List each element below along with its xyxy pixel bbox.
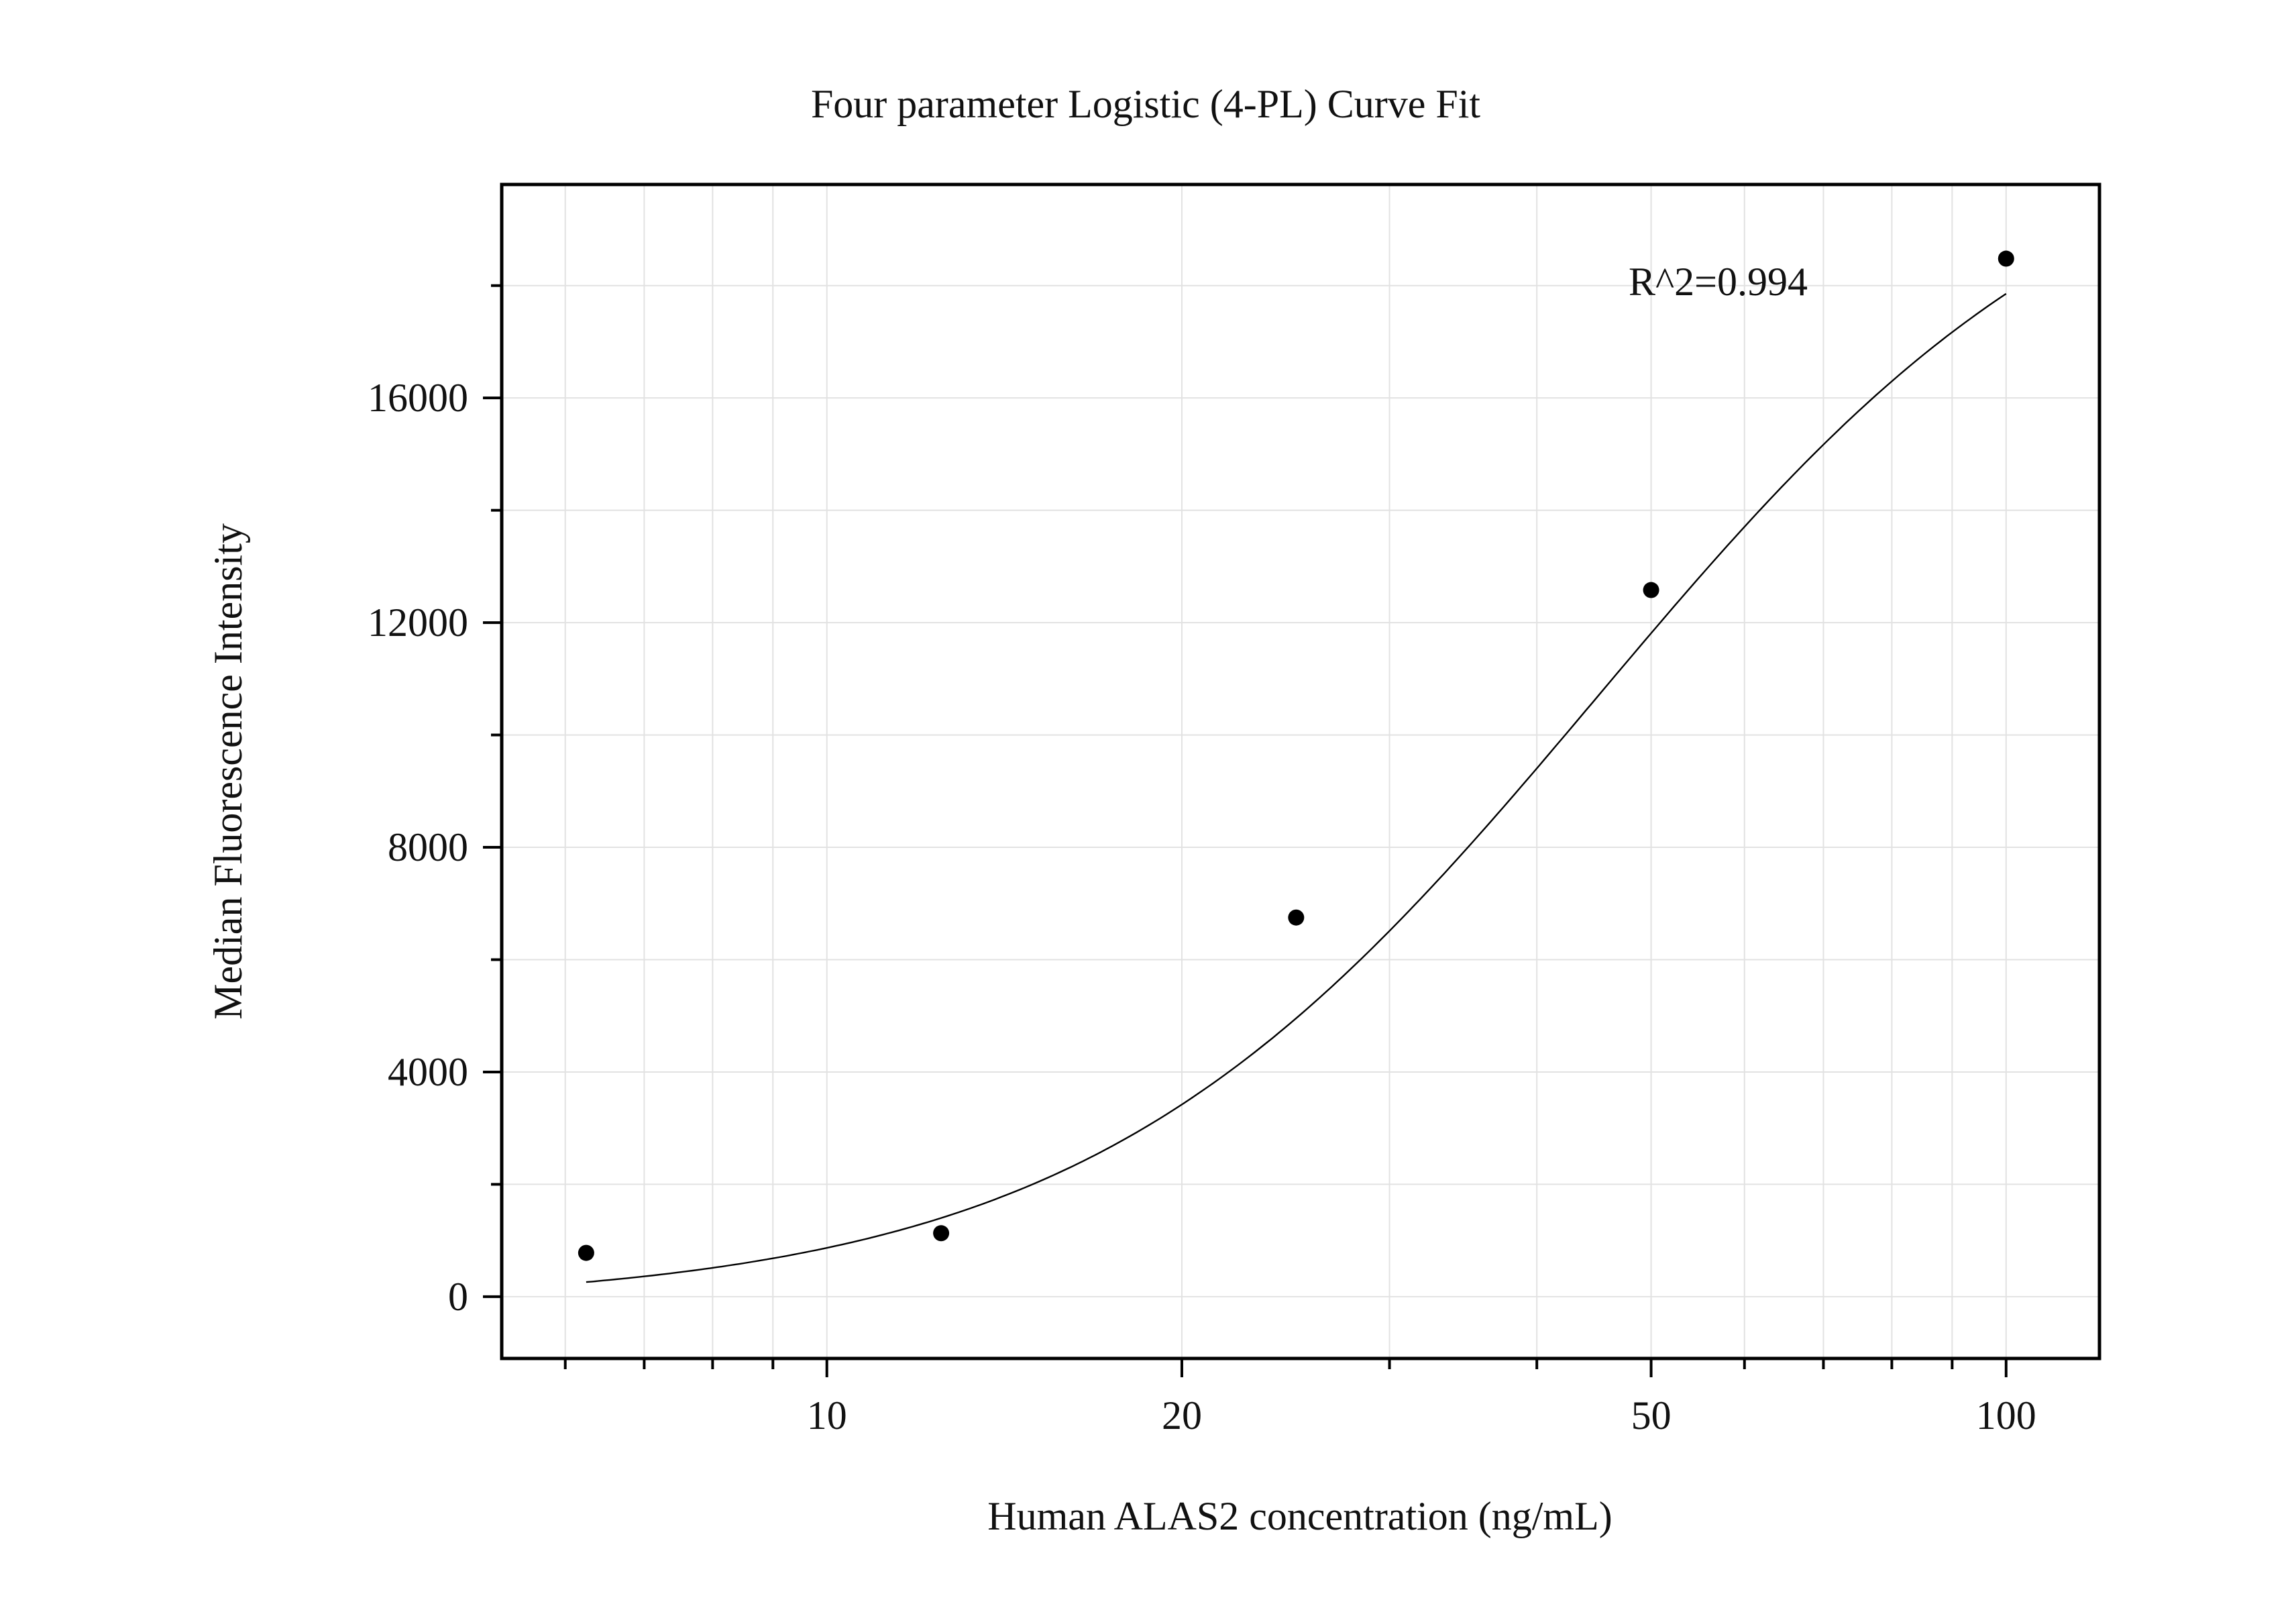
plot-frame	[500, 182, 2101, 1360]
data-point	[1643, 582, 1659, 598]
x-tick-label: 10	[807, 1393, 847, 1438]
data-point	[933, 1225, 950, 1242]
x-tick-label: 50	[1631, 1393, 1672, 1438]
chart-title: Four parameter Logistic (4-PL) Curve Fit	[811, 82, 1480, 126]
y-axis-label: Median Fluorescence Intensity	[206, 523, 250, 1020]
data-point	[1288, 909, 1305, 926]
y-tick-label: 12000	[368, 600, 468, 645]
x-tick-label: 20	[1162, 1393, 1202, 1438]
data-point	[578, 1244, 594, 1261]
grid	[502, 184, 2099, 1358]
y-tick-label: 4000	[388, 1050, 468, 1094]
y-tick-label: 0	[448, 1275, 468, 1319]
r-squared-annotation: R^2=0.994	[1629, 260, 1808, 304]
x-axis-label: Human ALAS2 concentration (ng/mL)	[987, 1494, 1612, 1538]
fit-curve	[586, 292, 2007, 1283]
y-tick-label: 8000	[388, 825, 468, 869]
data-point	[1998, 250, 2014, 267]
data-points	[578, 250, 2014, 1261]
x-tick-label: 100	[1976, 1393, 2036, 1438]
tick-labels: 10 20 50 100 0 4000 8000 12000 16000	[368, 376, 2036, 1438]
axis-ticks	[483, 284, 2008, 1377]
y-tick-label: 16000	[368, 376, 468, 420]
